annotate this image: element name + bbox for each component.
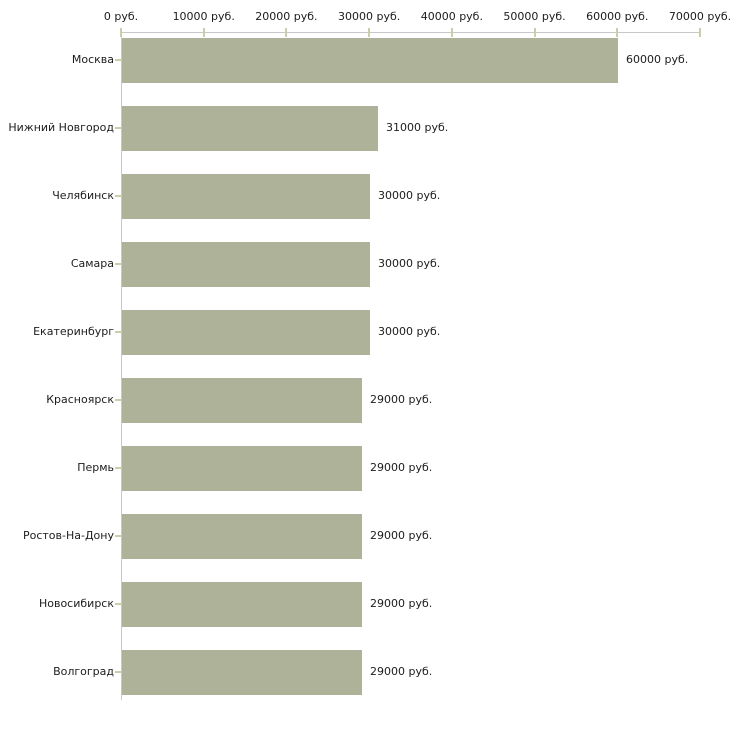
- bar-волгоград: [122, 650, 362, 695]
- bar-челябинск: [122, 174, 370, 219]
- bar-пермь: [122, 446, 362, 491]
- x-axis-tick-label: 10000 руб.: [172, 10, 235, 23]
- y-axis-tick-mark: [115, 263, 121, 265]
- x-axis-tick-mark: [285, 28, 288, 37]
- x-axis-tick-label: 70000 руб.: [668, 10, 730, 23]
- category-label: Волгоград: [53, 665, 114, 678]
- x-axis-line: [121, 32, 701, 33]
- y-axis-tick-mark: [115, 195, 121, 197]
- category-label: Ростов-На-Дону: [22, 529, 114, 542]
- x-axis-tick-label: 40000 руб.: [420, 10, 483, 23]
- bar-нижний-новгород: [122, 106, 378, 151]
- category-label: Москва: [71, 53, 114, 66]
- value-label: 31000 руб.: [386, 121, 449, 134]
- category-label: Нижний Новгород: [8, 121, 114, 134]
- category-label: Челябинск: [52, 189, 114, 202]
- x-axis-tick-label: 50000 руб.: [503, 10, 566, 23]
- category-label: Красноярск: [46, 393, 114, 406]
- x-axis-tick-mark: [120, 28, 122, 37]
- bar-новосибирск: [122, 582, 362, 627]
- y-axis-tick-mark: [115, 603, 121, 605]
- y-axis-tick-mark: [115, 535, 121, 537]
- x-axis-tick-mark: [533, 28, 536, 37]
- x-axis-tick-mark: [699, 28, 701, 37]
- x-axis-tick-mark: [450, 28, 453, 37]
- x-axis-tick-mark: [368, 28, 371, 37]
- value-label: 30000 руб.: [378, 325, 441, 338]
- category-label: Пермь: [77, 461, 114, 474]
- value-label: 60000 руб.: [626, 53, 689, 66]
- y-axis-tick-mark: [115, 467, 121, 469]
- y-axis-tick-mark: [115, 331, 121, 333]
- x-axis-tick-label: 0 руб.: [103, 10, 139, 23]
- y-axis-tick-mark: [115, 59, 121, 61]
- value-label: 30000 руб.: [378, 257, 441, 270]
- category-label: Самара: [70, 257, 114, 270]
- value-label: 30000 руб.: [378, 189, 441, 202]
- value-label: 29000 руб.: [370, 665, 433, 678]
- x-axis-tick-label: 30000 руб.: [338, 10, 401, 23]
- y-axis-tick-mark: [115, 127, 121, 129]
- value-label: 29000 руб.: [370, 597, 433, 610]
- value-label: 29000 руб.: [370, 461, 433, 474]
- x-axis-tick-mark: [616, 28, 619, 37]
- y-axis-line: [121, 32, 122, 700]
- bar-красноярск: [122, 378, 362, 423]
- x-axis-tick-label: 60000 руб.: [586, 10, 649, 23]
- y-axis-tick-mark: [115, 399, 121, 401]
- category-label: Новосибирск: [38, 597, 114, 610]
- bar-екатеринбург: [122, 310, 370, 355]
- x-axis-tick-label: 20000 руб.: [255, 10, 318, 23]
- bar-москва: [122, 38, 618, 83]
- bar-самара: [122, 242, 370, 287]
- x-axis-tick-mark: [202, 28, 205, 37]
- value-label: 29000 руб.: [370, 393, 433, 406]
- value-label: 29000 руб.: [370, 529, 433, 542]
- bar-ростов-на-дону: [122, 514, 362, 559]
- category-label: Екатеринбург: [33, 325, 114, 338]
- y-axis-tick-mark: [115, 671, 121, 673]
